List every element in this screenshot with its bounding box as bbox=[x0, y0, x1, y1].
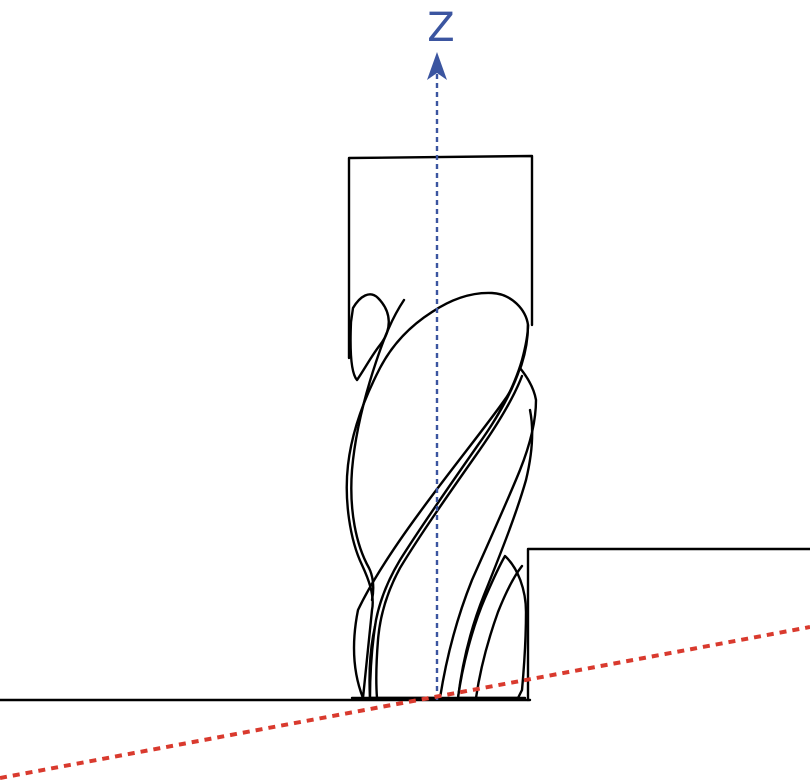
tool-helix-land-second bbox=[368, 366, 538, 700]
tool-lower-lobe-edge bbox=[474, 564, 524, 700]
tool-helix-edge-2 bbox=[350, 298, 406, 602]
tool-shank bbox=[347, 154, 534, 360]
z-axis-label: Z bbox=[427, 5, 454, 51]
tool-helix-land-main bbox=[345, 291, 530, 700]
z-axis-arrowhead bbox=[427, 52, 447, 80]
workpiece-step bbox=[526, 547, 810, 702]
tool-helix-edge-4 bbox=[375, 374, 524, 700]
tool-flute-cutout bbox=[349, 293, 390, 382]
